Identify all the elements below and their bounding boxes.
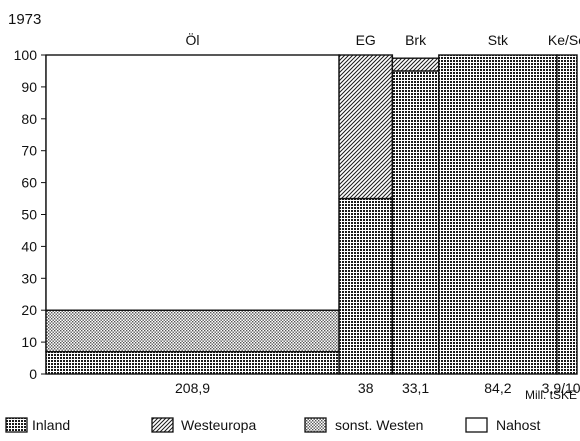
y-tick-label: 100 <box>14 47 38 63</box>
y-tick-label: 20 <box>21 302 37 318</box>
category-labels: Öl EG Brk Stk Ke/So <box>186 31 580 48</box>
bar-segment-inland <box>556 54 578 375</box>
bar-segment-nahost <box>45 54 340 311</box>
y-tick-label: 0 <box>29 366 37 382</box>
year-label: 1973 <box>8 11 41 28</box>
width-label: 3,9/10,4 <box>542 380 580 396</box>
bar-segment-inland <box>438 54 558 375</box>
width-labels: 208,9 38 33,1 84,2 3,9/10,4 <box>175 380 580 396</box>
category-label: Ke/So <box>548 32 580 48</box>
bar-segment-sonst_westen <box>45 309 340 353</box>
y-axis: 0 10 20 30 40 50 60 70 80 90 100 <box>14 47 47 382</box>
category-label: Brk <box>405 32 427 48</box>
bar-segment-inland <box>338 197 394 375</box>
y-tick-label: 70 <box>21 143 37 159</box>
legend-swatch-westeuropa <box>151 417 174 433</box>
legend-swatch-inland <box>5 417 28 433</box>
y-tick-label: 60 <box>21 175 37 191</box>
unit-label: Mill. tSKE <box>525 388 577 402</box>
y-tick-label: 30 <box>21 270 37 286</box>
category-label: Stk <box>488 32 509 48</box>
legend-label: Westeuropa <box>181 417 256 433</box>
y-tick-label: 10 <box>21 334 37 350</box>
y-tick-label: 50 <box>21 207 37 223</box>
bar-segment-inland <box>45 350 340 375</box>
bar-segment-inland <box>391 70 440 375</box>
legend: Inland Westeuropa sonst. Westen Nahost <box>5 417 540 433</box>
legend-swatch-nahost <box>465 417 488 433</box>
width-label: 84,2 <box>484 380 511 396</box>
bar-segment-westeuropa <box>338 54 394 200</box>
width-label: 38 <box>358 380 374 396</box>
y-tick-label: 40 <box>21 238 37 254</box>
legend-label: Inland <box>32 417 70 433</box>
y-tick-label: 80 <box>21 111 37 127</box>
legend-label: sonst. Westen <box>335 417 423 433</box>
plot-area <box>45 54 578 375</box>
legend-label: Nahost <box>496 417 540 433</box>
category-label: EG <box>356 32 376 48</box>
width-label: 33,1 <box>402 380 429 396</box>
y-tick-label: 90 <box>21 79 37 95</box>
category-label: Öl <box>186 31 200 48</box>
bar-segment-westeuropa <box>391 57 440 72</box>
legend-swatch-sonst_westen <box>304 417 327 433</box>
width-label: 208,9 <box>175 380 210 396</box>
